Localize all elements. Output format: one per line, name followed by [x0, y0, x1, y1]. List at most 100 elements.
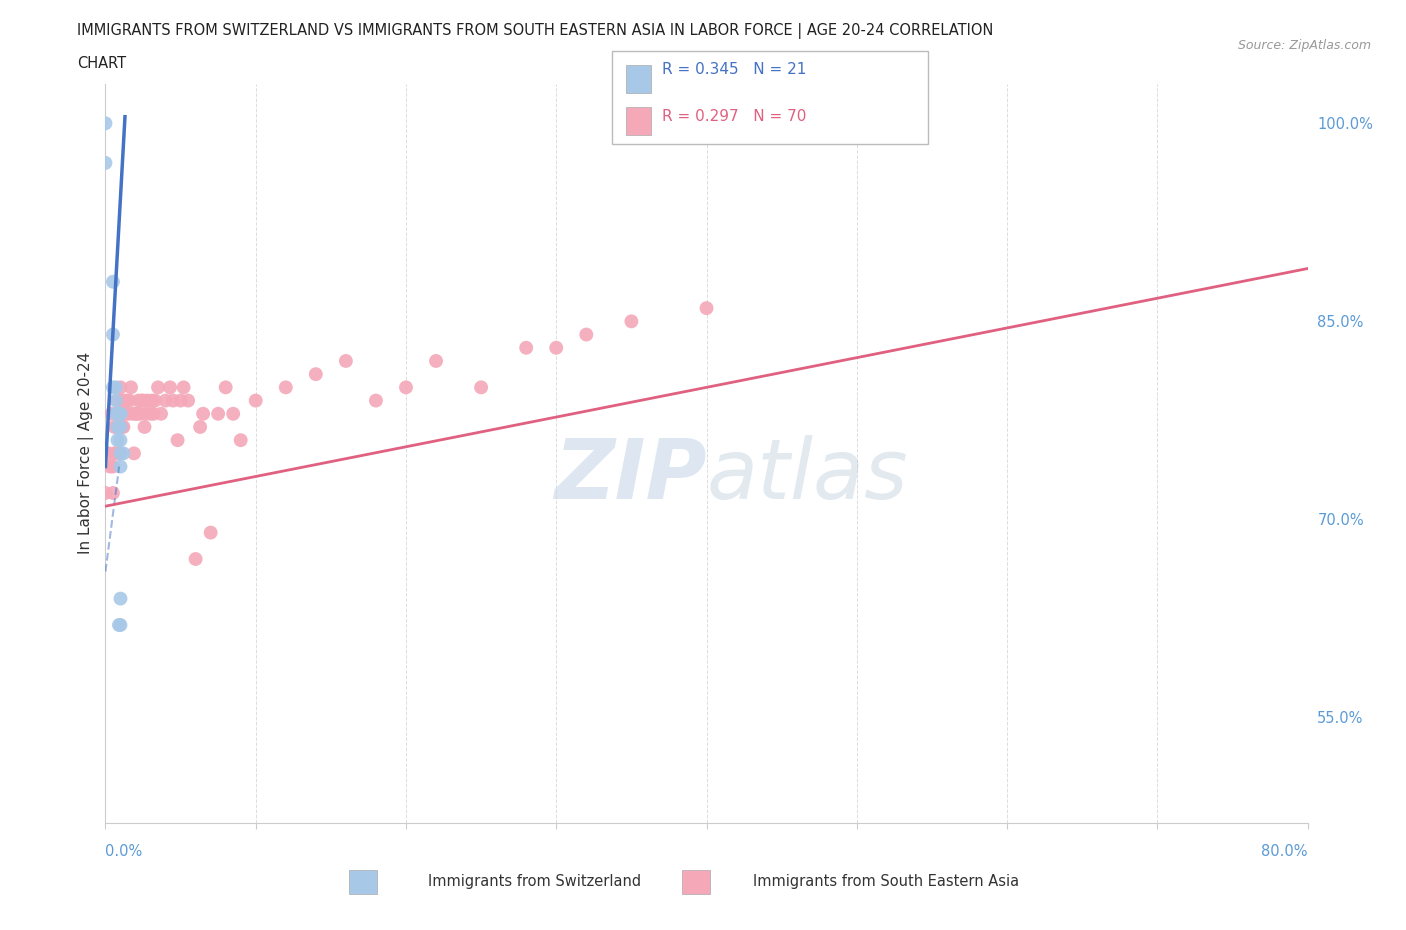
Point [120, 380, 142, 395]
Text: Immigrants from Switzerland: Immigrants from Switzerland [427, 874, 641, 889]
Point [188, 419, 211, 434]
Point [101, 485, 124, 500]
Point [110, 432, 132, 447]
Text: 80.0%: 80.0% [1261, 844, 1308, 859]
Point [191, 406, 214, 421]
Point [620, 314, 643, 329]
Point [696, 300, 718, 315]
Point [103, 445, 125, 460]
Point [98, 459, 121, 474]
Point [110, 445, 132, 460]
Point [470, 380, 492, 395]
Point [101, 459, 124, 474]
Point [125, 406, 148, 421]
Point [110, 419, 132, 434]
Point [107, 393, 129, 408]
Point [107, 419, 129, 434]
Point [108, 618, 131, 632]
Point [104, 406, 127, 421]
Point [364, 393, 387, 408]
Point [101, 327, 124, 342]
Text: CHART: CHART [77, 56, 127, 71]
Point [155, 393, 177, 408]
Y-axis label: In Labor Force | Age 20-24: In Labor Force | Age 20-24 [79, 352, 94, 554]
Point [111, 393, 134, 408]
Point [169, 393, 191, 408]
Text: 0.0%: 0.0% [105, 844, 142, 859]
Point [104, 380, 127, 395]
Point [207, 406, 229, 421]
Point [229, 432, 252, 447]
Point [141, 393, 163, 408]
Point [146, 380, 169, 395]
Text: Immigrants from South Eastern Asia: Immigrants from South Eastern Asia [752, 874, 1019, 889]
Point [107, 406, 129, 421]
Point [117, 406, 139, 421]
Point [104, 406, 127, 421]
Point [118, 393, 141, 408]
Point [107, 419, 129, 434]
Text: R = 0.345   N = 21: R = 0.345 N = 21 [662, 62, 807, 77]
Point [124, 406, 146, 421]
Point [136, 393, 159, 408]
Point [135, 406, 157, 421]
Point [107, 432, 129, 447]
Point [101, 380, 124, 395]
Point [305, 366, 328, 381]
Point [162, 393, 184, 408]
Point [110, 380, 132, 395]
Point [274, 380, 297, 395]
Point [110, 618, 132, 632]
Point [94, 485, 117, 500]
Point [184, 551, 207, 566]
Point [122, 445, 145, 460]
Point [94, 116, 117, 131]
Point [150, 406, 173, 421]
Point [132, 393, 155, 408]
Point [112, 393, 135, 408]
Point [110, 445, 132, 460]
Point [110, 406, 132, 421]
Point [104, 393, 127, 408]
Text: IMMIGRANTS FROM SWITZERLAND VS IMMIGRANTS FROM SOUTH EASTERN ASIA IN LABOR FORCE: IMMIGRANTS FROM SWITZERLAND VS IMMIGRANT… [77, 23, 994, 39]
Point [335, 353, 357, 368]
Point [94, 155, 117, 170]
Point [139, 406, 162, 421]
Point [110, 406, 132, 421]
Point [108, 406, 131, 421]
Point [546, 340, 568, 355]
Point [131, 393, 153, 408]
Text: R = 0.297   N = 70: R = 0.297 N = 70 [662, 109, 807, 124]
Point [103, 419, 125, 434]
Point [112, 445, 135, 460]
Point [159, 380, 181, 395]
Point [245, 393, 267, 408]
Point [111, 419, 134, 434]
Point [177, 393, 200, 408]
Point [112, 419, 135, 434]
Point [575, 327, 598, 342]
Point [104, 445, 127, 460]
Point [166, 432, 188, 447]
Point [115, 393, 138, 408]
Point [395, 380, 418, 395]
Text: ZIP: ZIP [554, 435, 707, 516]
Point [110, 591, 132, 606]
Point [515, 340, 537, 355]
Point [97, 445, 120, 460]
Point [222, 406, 245, 421]
Point [214, 380, 236, 395]
Point [142, 406, 165, 421]
Point [128, 393, 150, 408]
Point [100, 406, 122, 421]
Point [121, 406, 143, 421]
Point [134, 419, 156, 434]
Point [110, 459, 132, 474]
Point [129, 406, 152, 421]
Point [110, 406, 132, 421]
Text: Source: ZipAtlas.com: Source: ZipAtlas.com [1237, 39, 1371, 52]
Point [114, 406, 136, 421]
Point [101, 274, 124, 289]
Point [173, 380, 195, 395]
Point [143, 393, 166, 408]
